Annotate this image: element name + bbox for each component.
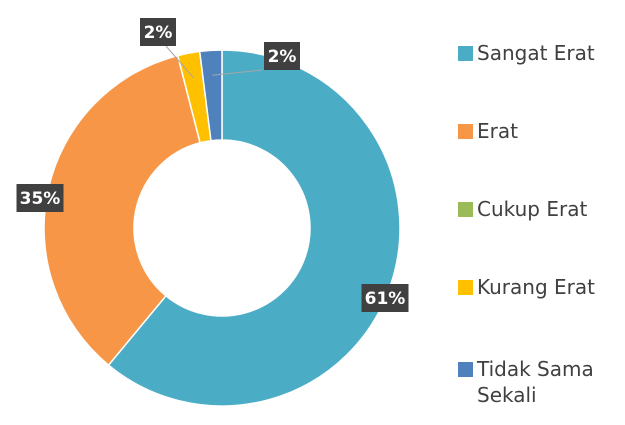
donut-slice: [107, 49, 401, 407]
legend-swatch: [458, 280, 473, 295]
label-box: [361, 284, 409, 312]
legend-label: Erat: [477, 119, 518, 143]
data-label: 2%: [144, 23, 173, 43]
data-label: 35%: [20, 189, 61, 209]
legend-item: Sangat Erat: [458, 40, 623, 66]
legend-label: Cukup Erat: [477, 197, 588, 221]
legend-swatch: [458, 362, 473, 377]
leader-line: [212, 69, 263, 76]
label-box: [264, 42, 300, 70]
legend-item: Kurang Erat: [458, 274, 623, 300]
legend-swatch: [458, 202, 473, 217]
legend-label: Sangat Erat: [477, 41, 595, 65]
label-box: [16, 184, 64, 212]
label-box: [140, 18, 176, 46]
legend-item: Erat: [458, 118, 623, 144]
legend-item: Tidak Sama Sekali: [458, 356, 623, 408]
legend-label: Tidak Sama Sekali: [477, 357, 594, 407]
data-label: 61%: [365, 289, 406, 309]
donut-slice: [43, 54, 202, 367]
legend-item: Cukup Erat: [458, 196, 623, 222]
legend-swatch: [458, 46, 473, 61]
legend-swatch: [458, 124, 473, 139]
leader-line: [165, 45, 194, 79]
donut-slice: [198, 49, 223, 142]
data-label: 2%: [268, 47, 297, 67]
legend-label: Kurang Erat: [477, 275, 595, 299]
